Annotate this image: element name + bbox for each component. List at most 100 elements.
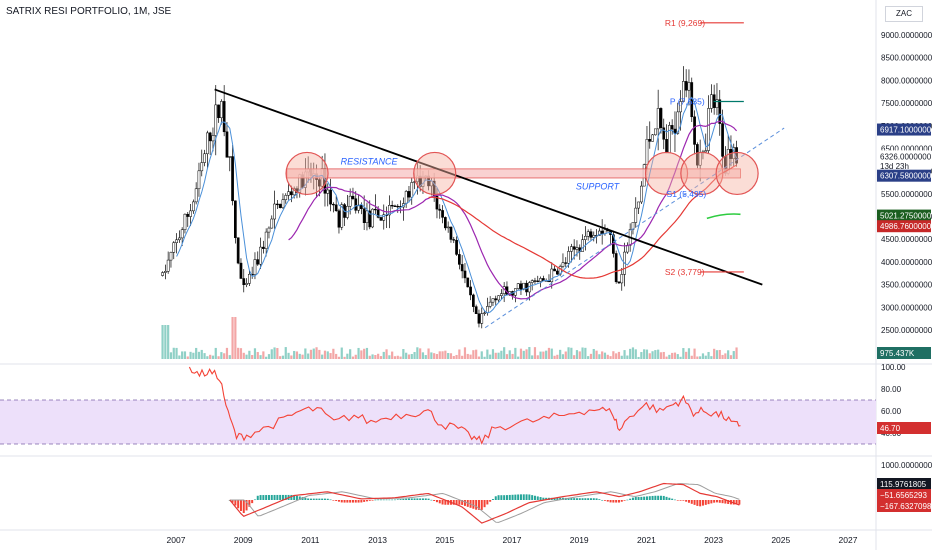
volume-bar	[472, 350, 475, 359]
volume-bar	[553, 355, 556, 359]
highlight-circle	[413, 151, 457, 196]
volume-bar	[360, 350, 363, 359]
volume-bar	[346, 353, 349, 359]
macd-hist-bar	[396, 499, 399, 500]
volume-bar	[183, 351, 187, 359]
macd-signal-line	[229, 483, 740, 523]
volume-bar	[223, 353, 226, 359]
macd-hist-bar	[533, 495, 536, 500]
candle-body	[553, 268, 556, 272]
volume-bar	[640, 352, 643, 359]
macd-hist-bar	[525, 494, 528, 500]
candle-body	[477, 313, 481, 324]
x-tick-label: 2027	[839, 535, 858, 545]
candles	[161, 66, 738, 329]
y-tick-label: 3000.0000000	[881, 303, 932, 312]
volume-bar	[637, 356, 640, 359]
macd-hist-bar	[522, 494, 525, 500]
candle-body	[351, 195, 355, 199]
macd-hist-bar	[640, 496, 643, 500]
volume-bar	[200, 349, 203, 359]
macd-hist-bar	[444, 500, 447, 505]
macd-hist-bar	[570, 498, 573, 500]
volume-bar	[181, 351, 184, 359]
candle-body	[396, 205, 400, 208]
macd-hist-bar	[337, 500, 340, 502]
volume-bar	[735, 347, 738, 359]
volume-bar	[281, 355, 285, 359]
volume-bar	[581, 347, 584, 359]
highlight-circle	[644, 151, 689, 196]
candle-body	[172, 242, 176, 253]
macd-tick-label: 1000.0000000	[881, 461, 932, 470]
volume-bar	[469, 354, 472, 359]
volume-bar	[606, 354, 609, 359]
volume-bar	[483, 356, 486, 359]
candle-body	[550, 268, 554, 283]
macd-hist-bar	[508, 494, 511, 500]
candle-body	[693, 116, 696, 145]
macd-hist-bar	[699, 500, 702, 507]
macd-hist-bar	[629, 498, 632, 500]
volume-bar	[427, 348, 430, 359]
macd-hist-bar	[539, 497, 542, 500]
currency-selector[interactable]: ZAC	[885, 6, 923, 22]
volume-bar	[424, 355, 427, 359]
support-trendline[interactable]	[484, 127, 785, 329]
macd-hist-bar	[402, 498, 405, 500]
macd-hist-bar	[368, 500, 371, 501]
volume-bar	[480, 351, 483, 359]
macd-hist-bar	[668, 497, 671, 500]
candle-body	[161, 272, 164, 276]
macd-hist-bar	[587, 498, 590, 500]
candle-body	[452, 239, 456, 241]
candle-body	[197, 170, 201, 190]
resistance-trendline[interactable]	[214, 88, 763, 286]
volume-bar	[220, 352, 223, 359]
volume-bar	[368, 355, 371, 359]
candle-body	[530, 280, 534, 283]
candle-body	[236, 237, 240, 264]
candle-body	[284, 195, 288, 200]
candle-body	[362, 208, 366, 223]
x-axis-ticks: 2007 2009 2011 2013 2015 2017 2019 2021 2023 2025…	[167, 535, 858, 545]
macd-hist-bar	[592, 498, 595, 500]
x-tick-label: 2019	[570, 535, 589, 545]
candle-body	[684, 81, 688, 91]
candle-body	[248, 273, 251, 284]
macd-hist-bar	[343, 500, 346, 503]
volume-bar	[486, 349, 489, 359]
volume-bar	[225, 347, 229, 359]
volume-bar	[547, 347, 551, 359]
macd-hist-bar	[673, 499, 676, 501]
candle-body	[659, 108, 663, 129]
volume-bar	[668, 354, 671, 359]
volume-bar	[659, 352, 663, 359]
volume-bar	[629, 348, 632, 359]
volume-bar	[609, 356, 612, 359]
macd-hist-bar	[273, 494, 276, 500]
volume-bar	[718, 349, 721, 359]
price-tag-bg	[877, 169, 931, 182]
macd-hist-bar	[340, 500, 343, 503]
x-tick-label: 2021	[637, 535, 656, 545]
candle-body	[166, 259, 170, 272]
macd-hist-bar	[735, 500, 738, 505]
volume-bar	[721, 354, 724, 359]
macd-hist-bar	[290, 494, 293, 500]
macd-hist-bar	[475, 500, 478, 510]
volume-bar	[421, 352, 425, 359]
volume-bar	[307, 353, 310, 359]
volume-bar	[514, 347, 517, 359]
volume-bar	[315, 347, 318, 359]
x-tick-label: 2017	[503, 535, 522, 545]
candle-body	[365, 210, 369, 223]
macd-hist-bar	[270, 494, 273, 500]
macd-hist-bar	[298, 496, 301, 500]
macd-hist-bar	[357, 500, 360, 503]
macd-hist-bar	[309, 498, 312, 500]
macd-hist-bar	[323, 498, 326, 500]
macd-hist-bar	[710, 500, 713, 504]
volume-bar	[405, 352, 408, 359]
volume-bar	[337, 356, 341, 359]
